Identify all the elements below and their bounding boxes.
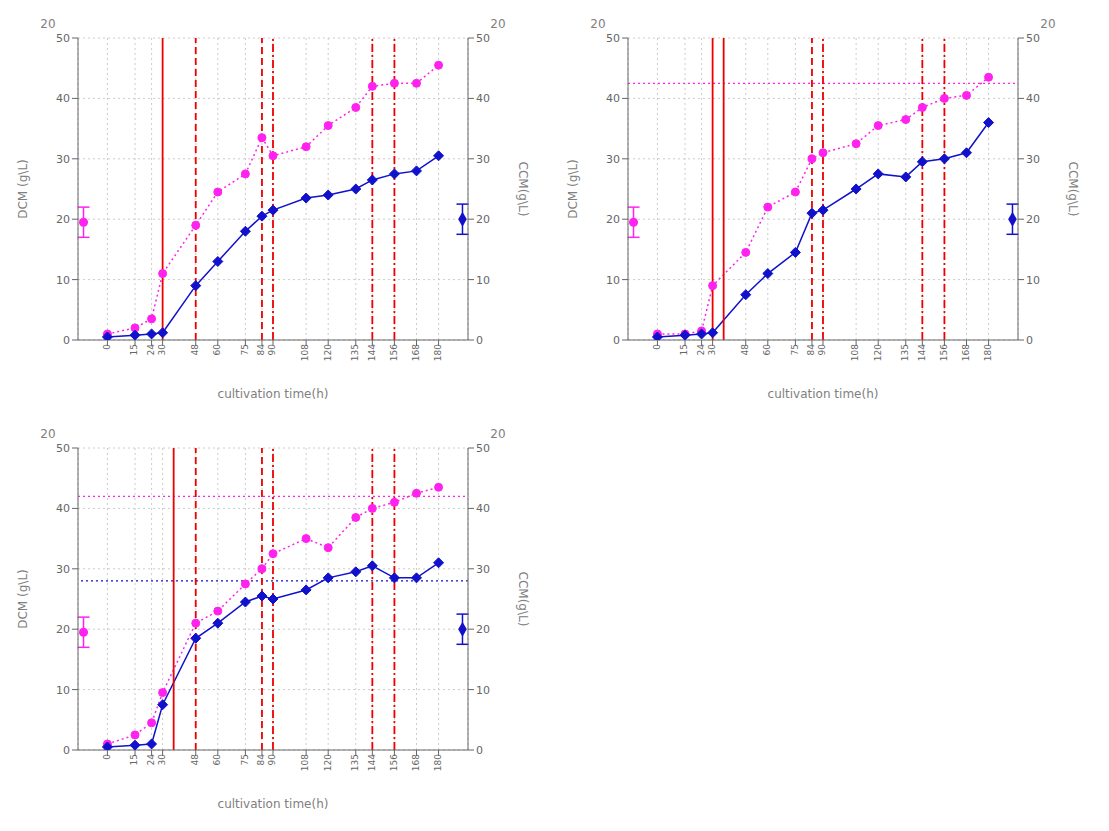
svg-text:20: 20	[490, 17, 505, 31]
svg-text:15: 15	[129, 344, 139, 355]
svg-text:DCM (g\L): DCM (g\L)	[566, 159, 580, 219]
svg-text:cultivation time(h): cultivation time(h)	[218, 797, 329, 811]
svg-text:20: 20	[1026, 213, 1040, 226]
svg-text:135: 135	[900, 344, 910, 361]
svg-text:cultivation time(h): cultivation time(h)	[218, 387, 329, 401]
svg-text:108: 108	[851, 344, 861, 361]
svg-text:180: 180	[983, 344, 993, 361]
svg-text:10: 10	[476, 274, 490, 287]
svg-text:120: 120	[323, 754, 333, 771]
svg-text:10: 10	[476, 684, 490, 697]
svg-text:20: 20	[40, 17, 55, 31]
svg-text:156: 156	[389, 754, 399, 771]
svg-text:0: 0	[102, 754, 112, 760]
svg-text:50: 50	[1026, 32, 1040, 45]
svg-text:40: 40	[606, 92, 620, 105]
svg-text:120: 120	[873, 344, 883, 361]
svg-text:0: 0	[476, 334, 483, 347]
svg-text:120: 120	[323, 344, 333, 361]
svg-text:40: 40	[56, 502, 70, 515]
svg-text:40: 40	[476, 92, 490, 105]
svg-text:20: 20	[1040, 17, 1055, 31]
svg-text:60: 60	[762, 344, 772, 356]
svg-text:48: 48	[190, 344, 200, 356]
svg-text:CCM(g\L): CCM(g\L)	[516, 162, 530, 217]
svg-text:40: 40	[56, 92, 70, 105]
svg-text:90: 90	[267, 754, 277, 766]
svg-text:15: 15	[679, 344, 689, 355]
svg-text:15: 15	[129, 754, 139, 765]
svg-text:10: 10	[606, 274, 620, 287]
svg-text:24: 24	[146, 754, 156, 766]
svg-text:DCM (g\L): DCM (g\L)	[16, 159, 30, 219]
svg-text:156: 156	[389, 344, 399, 361]
svg-text:84: 84	[806, 344, 816, 356]
svg-text:0: 0	[63, 334, 70, 347]
svg-text:30: 30	[56, 563, 70, 576]
svg-text:0: 0	[652, 344, 662, 350]
svg-text:84: 84	[256, 754, 266, 766]
svg-text:30: 30	[1026, 153, 1040, 166]
svg-text:CCM(g\L): CCM(g\L)	[516, 572, 530, 627]
svg-text:180: 180	[433, 754, 443, 771]
svg-text:30: 30	[56, 153, 70, 166]
svg-text:cultivation time(h): cultivation time(h)	[768, 387, 879, 401]
svg-text:20: 20	[490, 427, 505, 441]
svg-text:50: 50	[56, 32, 70, 45]
svg-text:20: 20	[590, 17, 605, 31]
svg-text:30: 30	[606, 153, 620, 166]
svg-text:50: 50	[476, 32, 490, 45]
svg-text:40: 40	[476, 502, 490, 515]
svg-text:0: 0	[102, 344, 112, 350]
svg-text:144: 144	[367, 754, 377, 771]
svg-text:84: 84	[256, 344, 266, 356]
svg-text:10: 10	[1026, 274, 1040, 287]
svg-text:108: 108	[301, 344, 311, 361]
svg-text:40: 40	[1026, 92, 1040, 105]
svg-text:135: 135	[350, 344, 360, 361]
svg-text:60: 60	[212, 344, 222, 356]
svg-text:20: 20	[606, 213, 620, 226]
svg-text:75: 75	[240, 754, 250, 765]
svg-text:180: 180	[433, 344, 443, 361]
svg-text:90: 90	[267, 344, 277, 356]
svg-text:10: 10	[56, 684, 70, 697]
svg-text:30: 30	[476, 563, 490, 576]
svg-text:168: 168	[961, 344, 971, 361]
svg-text:48: 48	[740, 344, 750, 356]
svg-text:108: 108	[301, 754, 311, 771]
svg-text:30: 30	[476, 153, 490, 166]
svg-text:24: 24	[146, 344, 156, 356]
svg-text:75: 75	[790, 344, 800, 355]
svg-text:48: 48	[190, 754, 200, 766]
svg-text:20: 20	[476, 623, 490, 636]
svg-text:0: 0	[63, 744, 70, 757]
svg-text:0: 0	[1026, 334, 1033, 347]
svg-text:CCM(g\L): CCM(g\L)	[1066, 162, 1080, 217]
svg-text:30: 30	[157, 344, 167, 356]
svg-text:20: 20	[40, 427, 55, 441]
svg-text:75: 75	[240, 344, 250, 355]
svg-text:20: 20	[56, 213, 70, 226]
svg-text:50: 50	[606, 32, 620, 45]
svg-text:50: 50	[476, 442, 490, 455]
svg-text:60: 60	[212, 754, 222, 766]
svg-text:20: 20	[476, 213, 490, 226]
svg-text:135: 135	[350, 754, 360, 771]
svg-text:50: 50	[56, 442, 70, 455]
svg-text:DCM (g\L): DCM (g\L)	[16, 569, 30, 629]
svg-text:0: 0	[613, 334, 620, 347]
svg-text:30: 30	[157, 754, 167, 766]
svg-text:168: 168	[411, 754, 421, 771]
svg-text:144: 144	[367, 344, 377, 361]
svg-text:156: 156	[939, 344, 949, 361]
svg-text:0: 0	[476, 744, 483, 757]
svg-text:24: 24	[696, 344, 706, 356]
svg-text:144: 144	[917, 344, 927, 361]
svg-text:20: 20	[56, 623, 70, 636]
svg-text:10: 10	[56, 274, 70, 287]
svg-text:168: 168	[411, 344, 421, 361]
svg-text:90: 90	[817, 344, 827, 356]
svg-text:30: 30	[707, 344, 717, 356]
